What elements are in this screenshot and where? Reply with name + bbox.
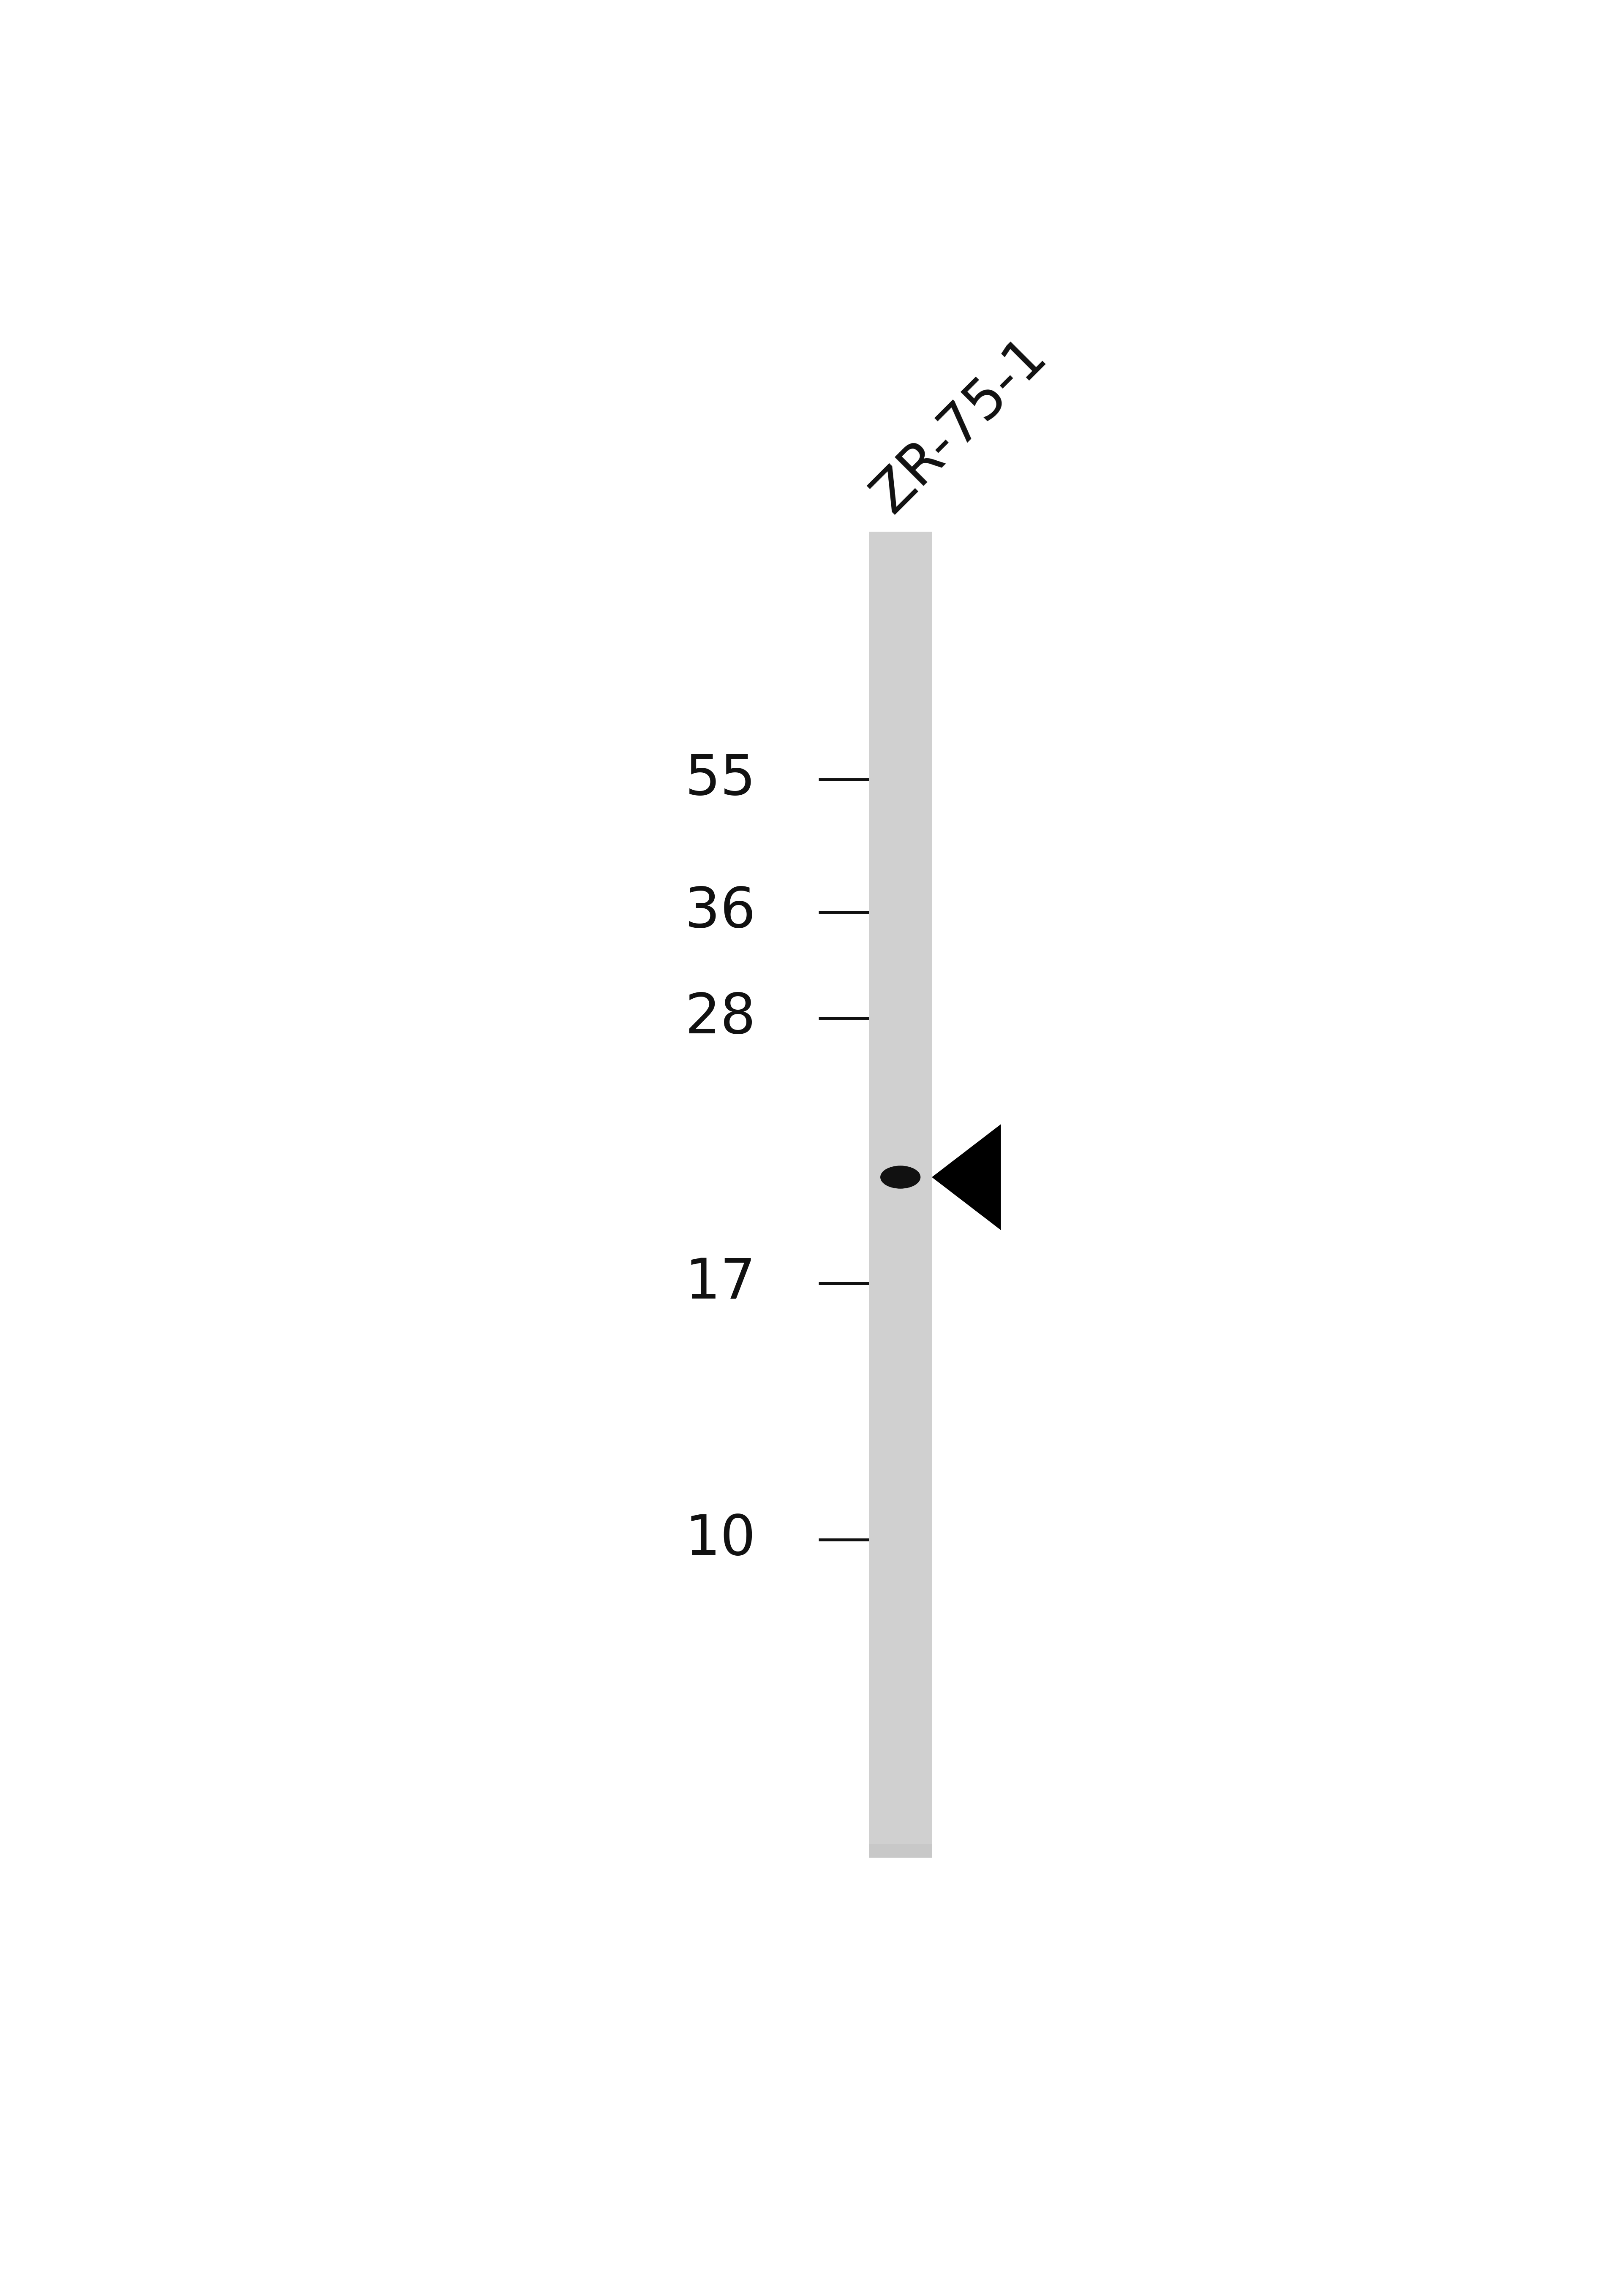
- Text: ZR-75-1: ZR-75-1: [863, 328, 1058, 523]
- Text: 55: 55: [684, 753, 756, 806]
- Text: 10: 10: [684, 1513, 756, 1566]
- Bar: [869, 1844, 931, 1857]
- Text: 36: 36: [684, 886, 756, 939]
- Bar: [869, 533, 931, 1857]
- Text: 17: 17: [684, 1256, 756, 1311]
- Ellipse shape: [881, 1166, 921, 1189]
- Text: 28: 28: [684, 992, 756, 1045]
- Polygon shape: [931, 1125, 1001, 1231]
